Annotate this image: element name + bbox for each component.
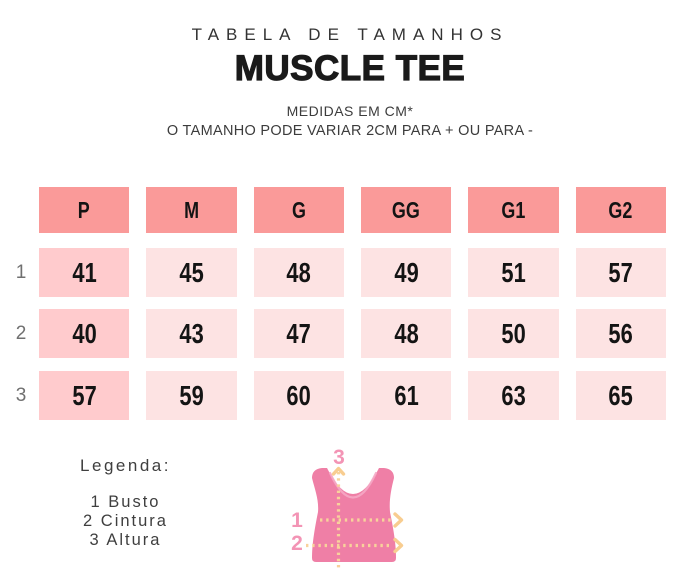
units-note: MEDIDAS EM CM* (286, 103, 414, 119)
page-title: MUSCLE TEE (234, 49, 466, 88)
size-column-header-g2: G2 (575, 187, 666, 233)
arrow-up-icon (331, 466, 346, 476)
size-column-header-m: M (146, 187, 237, 233)
size-column-header-label: G (291, 196, 306, 223)
size-column-header-label: G2 (608, 196, 633, 223)
table-cell: 49 (361, 248, 452, 297)
size-table: P M G GG G1 G2 41 45 48 49 51 57 40 43 4… (39, 187, 666, 420)
size-column-header-g1: G1 (468, 187, 559, 233)
table-row-bust: 41 45 48 49 51 57 (39, 248, 666, 297)
table-cell: 59 (146, 371, 237, 420)
row-number-label: 3 (15, 385, 27, 406)
muscle-tee-icon (312, 468, 396, 562)
cell-value: 50 (501, 317, 526, 349)
cell-value: 63 (501, 379, 526, 411)
cell-value: 40 (72, 317, 97, 349)
size-column-header-label: P (78, 196, 91, 223)
table-cell: 60 (253, 371, 344, 420)
table-cell: 57 (39, 371, 130, 420)
marker-2-waist: 2 (291, 532, 303, 555)
table-cell: 61 (361, 371, 452, 420)
size-column-header-label: GG (392, 196, 421, 223)
cell-value: 59 (179, 379, 204, 411)
cell-value: 57 (608, 256, 633, 288)
neckline-highlight (328, 471, 378, 499)
marker-3-height: 3 (333, 446, 345, 469)
cell-value: 49 (394, 256, 419, 288)
table-cell: 63 (468, 371, 559, 420)
cell-value: 48 (286, 256, 311, 288)
legend-title: Legenda: (80, 456, 171, 475)
table-cell: 43 (146, 309, 237, 358)
table-cell: 50 (468, 309, 559, 358)
table-cell: 51 (468, 248, 559, 297)
table-cell: 40 (39, 309, 130, 358)
size-column-header-g: G (253, 187, 344, 233)
muscle-tee-measurement-diagram: 3 1 2 (291, 446, 404, 568)
legend-item-height: 3 Altura (89, 531, 162, 549)
cell-value: 56 (608, 317, 633, 349)
cell-value: 65 (608, 379, 633, 411)
table-cell: 45 (146, 248, 237, 297)
table-cell: 57 (575, 248, 666, 297)
legend-item-waist: 2 Cintura (83, 512, 168, 530)
cell-value: 61 (394, 379, 419, 411)
size-column-header-label: M (184, 196, 199, 223)
size-column-header-gg: GG (361, 187, 452, 233)
size-column-header-p: P (39, 187, 130, 233)
marker-1-bust: 1 (291, 509, 303, 532)
table-cell: 65 (575, 371, 666, 420)
cell-value: 43 (179, 317, 204, 349)
tolerance-note: O TAMANHO PODE VARIAR 2CM PARA + OU PARA… (166, 123, 534, 139)
legend-item-bust: 1 Busto (90, 493, 161, 511)
cell-value: 51 (501, 256, 526, 288)
cell-value: 47 (286, 317, 311, 349)
table-cell: 56 (575, 309, 666, 358)
table-cell: 41 (39, 248, 130, 297)
size-table-header-row: P M G GG G1 G2 (39, 187, 666, 233)
row-number-label: 1 (15, 262, 27, 283)
cell-value: 41 (72, 256, 97, 288)
arrow-right-icon (393, 512, 404, 528)
cell-value: 60 (286, 379, 311, 411)
table-row-waist: 40 43 47 48 50 56 (39, 309, 666, 358)
size-column-header-label: G1 (501, 196, 526, 223)
table-row-height: 57 59 60 61 63 65 (39, 371, 666, 420)
table-cell: 48 (361, 309, 452, 358)
cell-value: 57 (72, 379, 97, 411)
arrow-right-icon (393, 537, 404, 554)
table-cell: 48 (253, 248, 344, 297)
legend: Legenda: 1 Busto 2 Cintura 3 Altura (53, 456, 198, 550)
cell-value: 45 (179, 256, 204, 288)
eyebrow-title: TABELA DE TAMANHOS (191, 25, 509, 44)
row-number-label: 2 (15, 323, 27, 344)
cell-value: 48 (394, 317, 419, 349)
table-cell: 47 (253, 309, 344, 358)
